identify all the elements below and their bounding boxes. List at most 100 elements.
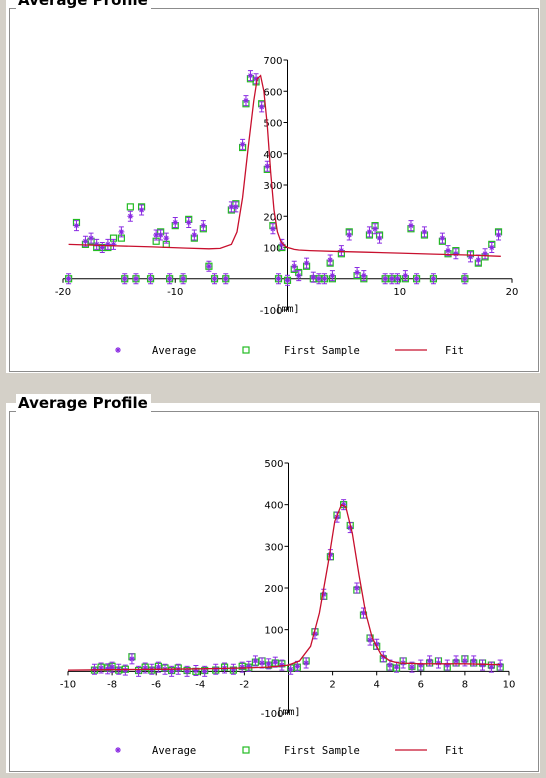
average-marker xyxy=(470,657,477,664)
average-marker xyxy=(284,277,291,284)
average-marker xyxy=(166,275,173,282)
average-point xyxy=(373,638,380,650)
average-point xyxy=(453,655,460,667)
average-point xyxy=(258,101,265,113)
average-point xyxy=(402,270,409,282)
average-marker xyxy=(88,235,95,242)
average-point xyxy=(354,267,361,278)
y-tick-label: 300 xyxy=(264,542,283,553)
y-tick-label: 700 xyxy=(263,56,282,67)
average-point xyxy=(118,226,125,238)
average-marker xyxy=(439,235,446,242)
average-point xyxy=(353,582,360,594)
average-marker xyxy=(321,275,328,282)
average-marker xyxy=(310,274,317,281)
average-marker xyxy=(153,232,160,238)
average-point xyxy=(482,248,489,260)
average-point xyxy=(205,260,212,272)
average-marker xyxy=(185,219,192,226)
legend-first-sample-marker xyxy=(242,746,250,754)
x-tick-label: -10 xyxy=(60,679,76,690)
average-point xyxy=(109,661,116,673)
average-marker xyxy=(413,275,420,282)
legend-average-label: Average xyxy=(152,345,196,357)
average-marker xyxy=(98,665,105,671)
average-marker xyxy=(172,219,179,226)
y-tick-label: 500 xyxy=(263,119,282,130)
average-point xyxy=(346,229,353,241)
average-marker xyxy=(180,275,187,282)
average-marker xyxy=(475,257,482,263)
y-tick-label: 400 xyxy=(264,501,283,512)
average-point xyxy=(172,217,179,228)
average-point xyxy=(278,659,285,671)
y-tick-label: 300 xyxy=(263,181,282,192)
average-point xyxy=(239,138,246,150)
average-point xyxy=(461,273,468,285)
average-point xyxy=(142,662,149,674)
average-marker xyxy=(132,275,139,282)
y-tick-label: 600 xyxy=(263,87,282,98)
average-point xyxy=(128,653,135,665)
average-marker xyxy=(110,241,117,248)
average-point xyxy=(310,271,317,283)
average-point xyxy=(303,257,310,269)
average-marker xyxy=(372,225,379,232)
average-marker xyxy=(200,222,207,229)
average-point xyxy=(444,659,451,671)
average-marker xyxy=(192,667,199,674)
average-point xyxy=(470,655,477,667)
average-marker xyxy=(258,103,265,110)
y-tick-label: 200 xyxy=(264,584,283,595)
average-marker xyxy=(82,238,89,245)
average-point xyxy=(163,232,170,244)
average-marker xyxy=(259,660,266,666)
average-point xyxy=(421,226,428,238)
average-marker xyxy=(467,253,474,260)
average-marker xyxy=(445,247,452,254)
average-marker xyxy=(354,269,361,276)
average-marker xyxy=(482,250,489,257)
average-point xyxy=(135,665,142,677)
average-marker xyxy=(435,660,442,666)
average-point xyxy=(278,238,285,250)
average-marker xyxy=(376,235,383,242)
average-marker xyxy=(461,657,468,664)
average-marker xyxy=(495,232,502,238)
average-point xyxy=(360,607,367,619)
average-point xyxy=(413,273,420,285)
average-marker xyxy=(239,141,246,148)
average-marker xyxy=(73,222,80,229)
x-tick-label: 10 xyxy=(503,679,516,690)
average-point xyxy=(185,217,192,228)
average-marker xyxy=(147,275,154,282)
average-point xyxy=(488,242,495,253)
average-point xyxy=(212,663,219,675)
average-point xyxy=(376,232,383,244)
average-point xyxy=(408,661,415,673)
profile-chart-bottom: -10 -8 -6 -4 -2 2 4 6 8 10 -100 100 200 300 400 500 [mm]… xyxy=(60,459,516,757)
average-point xyxy=(321,273,328,285)
average-point xyxy=(88,232,95,244)
x-tick-label: 4 xyxy=(374,679,380,690)
average-marker xyxy=(278,241,285,248)
average-marker xyxy=(239,664,246,671)
legend-average-label: Average xyxy=(152,745,196,757)
x-tick-label: 2 xyxy=(329,679,335,690)
average-point xyxy=(294,660,301,672)
y-tick-label: -100 xyxy=(261,709,284,720)
average-point xyxy=(394,273,401,285)
average-point xyxy=(467,251,474,263)
average-marker xyxy=(461,275,468,282)
average-point xyxy=(291,260,298,272)
average-point xyxy=(315,273,322,285)
average-marker xyxy=(245,663,252,670)
average-marker xyxy=(327,551,334,558)
average-point xyxy=(367,634,374,646)
average-marker xyxy=(222,275,229,282)
average-marker xyxy=(295,272,302,279)
x-tick-label: 8 xyxy=(462,679,468,690)
average-point xyxy=(232,201,239,213)
average-marker xyxy=(242,97,249,104)
average-marker xyxy=(407,222,414,229)
